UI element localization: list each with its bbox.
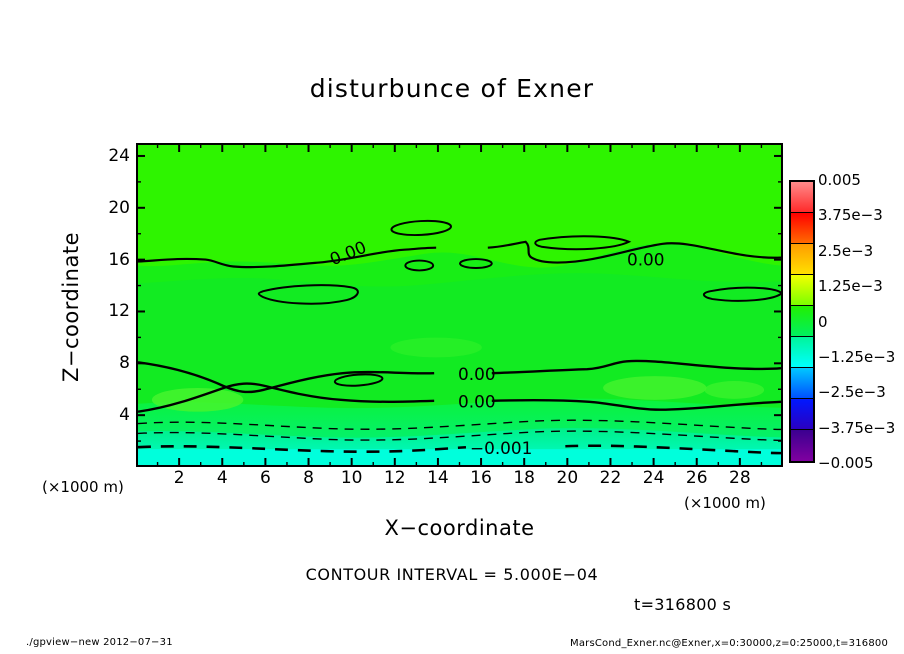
colorbar-tick-label: 3.75e−3 [818, 206, 883, 225]
contour-label-negative: −0.001 [470, 438, 532, 458]
colorbar-tick-label: −3.75e−3 [818, 418, 896, 437]
contour-label-zero: 0.00 [458, 364, 496, 384]
contour-cell [404, 259, 435, 272]
field-mid [138, 273, 781, 412]
y-tick-label: 24 [108, 145, 130, 166]
colorbar-tick-label: −0.005 [818, 454, 874, 472]
colorbar-tick-label: 0 [818, 312, 828, 331]
x-tick-label: 12 [383, 468, 406, 488]
x-axis-ticks: 2 4 6 8 10 12 14 16 18 20 22 24 26 28 [136, 470, 783, 492]
colorbar-band [791, 368, 813, 399]
field-upper-positive [138, 145, 781, 268]
footer-command: ./gpview−new 2012−07−31 [26, 637, 173, 648]
x-tick-label: 22 [599, 468, 622, 488]
contour-label-zero: 0.00 [627, 250, 665, 270]
y-axis-unit: (×1000 m) [42, 478, 124, 496]
field-pocket [603, 376, 707, 400]
colorbar-tick-label: 2.5e−3 [818, 241, 874, 260]
colorbar-band [791, 399, 813, 430]
contour-zero-lower-a [138, 359, 781, 394]
field-pocket [704, 381, 765, 399]
colorbar-band [791, 244, 813, 275]
y-tick-label: 16 [108, 249, 130, 270]
x-tick-label: 8 [303, 468, 314, 488]
x-tick-label: 20 [556, 468, 579, 488]
x-tick-label: 6 [259, 468, 271, 488]
x-axis-label: X−coordinate [384, 516, 535, 540]
x-tick-label: 4 [216, 468, 228, 488]
x-tick-label: 28 [729, 468, 751, 488]
y-axis-ticks: 4 8 12 16 20 24 [86, 143, 130, 467]
x-tick-label: 18 [513, 468, 535, 488]
colorbar-band [791, 275, 813, 306]
y-tick-label: 20 [108, 197, 130, 218]
x-tick-label: 10 [340, 468, 363, 488]
contour-cell [257, 284, 359, 305]
plot-area: 0.00 0.00 0.00 0.00 −0.001 [136, 143, 783, 467]
contour-interval-note: CONTOUR INTERVAL = 5.000E−04 [305, 565, 599, 584]
page-title: disturbunce of Exner [309, 74, 595, 103]
field-pocket [390, 337, 482, 358]
footer-source: MarsCond_Exner.nc@Exner,x=0:30000,z=0:25… [570, 638, 889, 649]
contour-cell [390, 219, 453, 237]
contour-negative-dashed-labeled [138, 444, 781, 455]
y-tick-label: 12 [108, 301, 130, 322]
time-annotation: t=316800 s [634, 595, 732, 614]
y-tick-label: 4 [119, 405, 130, 426]
contour-plot: 0.00 0.00 0.00 0.00 −0.001 [138, 145, 781, 465]
contour-cell [702, 286, 781, 302]
colorbar-tick-label: 1.25e−3 [818, 277, 883, 296]
y-axis-label: Z−coordinate [59, 232, 83, 382]
colorbar-tick-label: 0.005 [818, 171, 861, 189]
colorbar-labels: 0.005 3.75e−3 2.5e−3 1.25e−3 0 −1.25e−3 −2.5e−… [818, 173, 904, 471]
contour-cell [459, 258, 493, 269]
colorbar [789, 180, 815, 463]
colorbar-band [791, 213, 813, 244]
contour-cell [333, 373, 384, 387]
colorbar-band [791, 337, 813, 368]
contour-cell [534, 235, 632, 251]
contour-negative-dashed [138, 430, 781, 441]
x-axis-unit: (×1000 m) [684, 494, 766, 512]
x-tick-label: 24 [642, 468, 665, 488]
contour-zero-lower-b [138, 382, 781, 413]
colorbar-tick-label: −2.5e−3 [818, 383, 886, 402]
y-tick-label: 8 [119, 353, 130, 374]
colorbar-tick-label: −1.25e−3 [818, 347, 896, 366]
x-tick-label: 26 [685, 468, 708, 488]
colorbar-band [791, 306, 813, 337]
field-pocket [151, 387, 244, 412]
x-tick-label: 14 [427, 468, 449, 488]
colorbar-band [791, 182, 813, 213]
colorbar-band [791, 430, 813, 461]
contour-zero-upper [138, 240, 781, 269]
x-tick-label: 16 [470, 468, 492, 488]
x-tick-label: 2 [173, 468, 185, 488]
field-surface-band [138, 449, 781, 465]
contour-label-zero: 0.00 [458, 392, 496, 412]
contour-negative-dashed [138, 419, 781, 431]
